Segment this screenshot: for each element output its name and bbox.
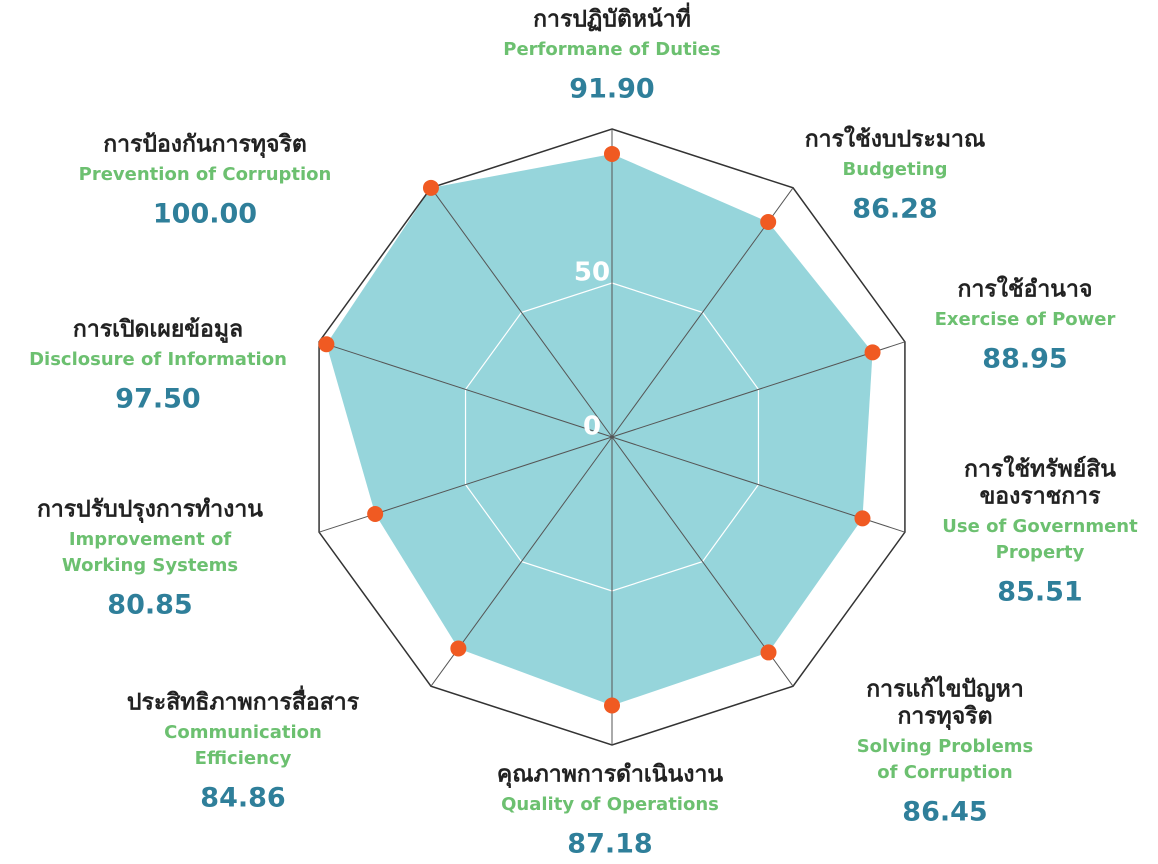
value-label: 97.50 — [115, 384, 200, 415]
axis-label-thai: การใช้ทรัพย์สิน — [964, 455, 1116, 483]
axis-label-english: of Corruption — [877, 762, 1012, 783]
axis-label-thai: การใช้งบประมาณ — [805, 125, 986, 153]
tick-label: 0 — [583, 412, 601, 442]
axis-label-thai: ของราชการ — [980, 484, 1101, 510]
data-point — [450, 640, 467, 657]
spoke — [611, 341, 906, 438]
data-point — [864, 344, 881, 361]
axis-label-english: Working Systems — [62, 555, 238, 576]
value-label: 80.85 — [107, 590, 192, 621]
axis-label-english: Use of Government — [942, 516, 1138, 537]
axis-label-thai: การเปิดเผยข้อมูล — [73, 317, 243, 344]
axis-label-thai: การปรับปรุงการทำงาน — [37, 497, 263, 524]
data-point — [318, 336, 335, 353]
value-label: 84.86 — [200, 783, 285, 814]
data-point — [367, 505, 384, 522]
axis-label-thai: การแก้ไขปัญหา — [866, 675, 1024, 703]
axis-label-english: Efficiency — [195, 748, 292, 769]
spoke — [430, 187, 613, 438]
axis-label-english: Exercise of Power — [935, 309, 1116, 330]
data-point — [604, 697, 620, 714]
axis-label-english: Budgeting — [843, 159, 948, 180]
tick-label: 50 — [574, 258, 610, 288]
axis-label-thai: การปฏิบัติหน้าที่ — [533, 2, 691, 33]
axis-label-thai: คุณภาพการดำเนินงาน — [497, 762, 723, 789]
axis-label-english: Prevention of Corruption — [79, 164, 332, 185]
axis-label-english: Communication — [164, 722, 322, 743]
axis-label-thai: การป้องกันการทุจริต — [103, 132, 307, 159]
value-label: 100.00 — [153, 199, 257, 230]
axis-label-english: Performane of Duties — [503, 39, 720, 60]
value-label: 87.18 — [567, 829, 652, 860]
value-label: 91.90 — [569, 74, 654, 105]
axis-label-thai: การทุจริต — [897, 704, 992, 731]
axis-label-english: Improvement of — [69, 529, 232, 550]
axis-label-thai: การใช้อำนาจ — [958, 275, 1093, 303]
spoke — [611, 187, 794, 438]
data-point — [760, 644, 777, 661]
value-label: 86.45 — [902, 797, 987, 828]
value-label: 88.95 — [982, 344, 1067, 375]
radar-area — [326, 153, 873, 706]
axis-label-english: Disclosure of Information — [29, 349, 287, 370]
data-point — [422, 179, 439, 196]
axis-label-english: Quality of Operations — [501, 794, 719, 815]
data-point — [854, 510, 871, 527]
axis-label-english: Solving Problems — [857, 736, 1034, 757]
value-label: 85.51 — [997, 577, 1082, 608]
axis-label-english: Property — [996, 542, 1085, 563]
data-point — [760, 214, 777, 231]
value-label: 86.28 — [852, 194, 937, 225]
data-point — [604, 145, 620, 162]
spoke — [611, 436, 794, 687]
spoke — [318, 341, 613, 438]
axis-label-thai: ประสิทธิภาพการสื่อสาร — [127, 685, 360, 716]
